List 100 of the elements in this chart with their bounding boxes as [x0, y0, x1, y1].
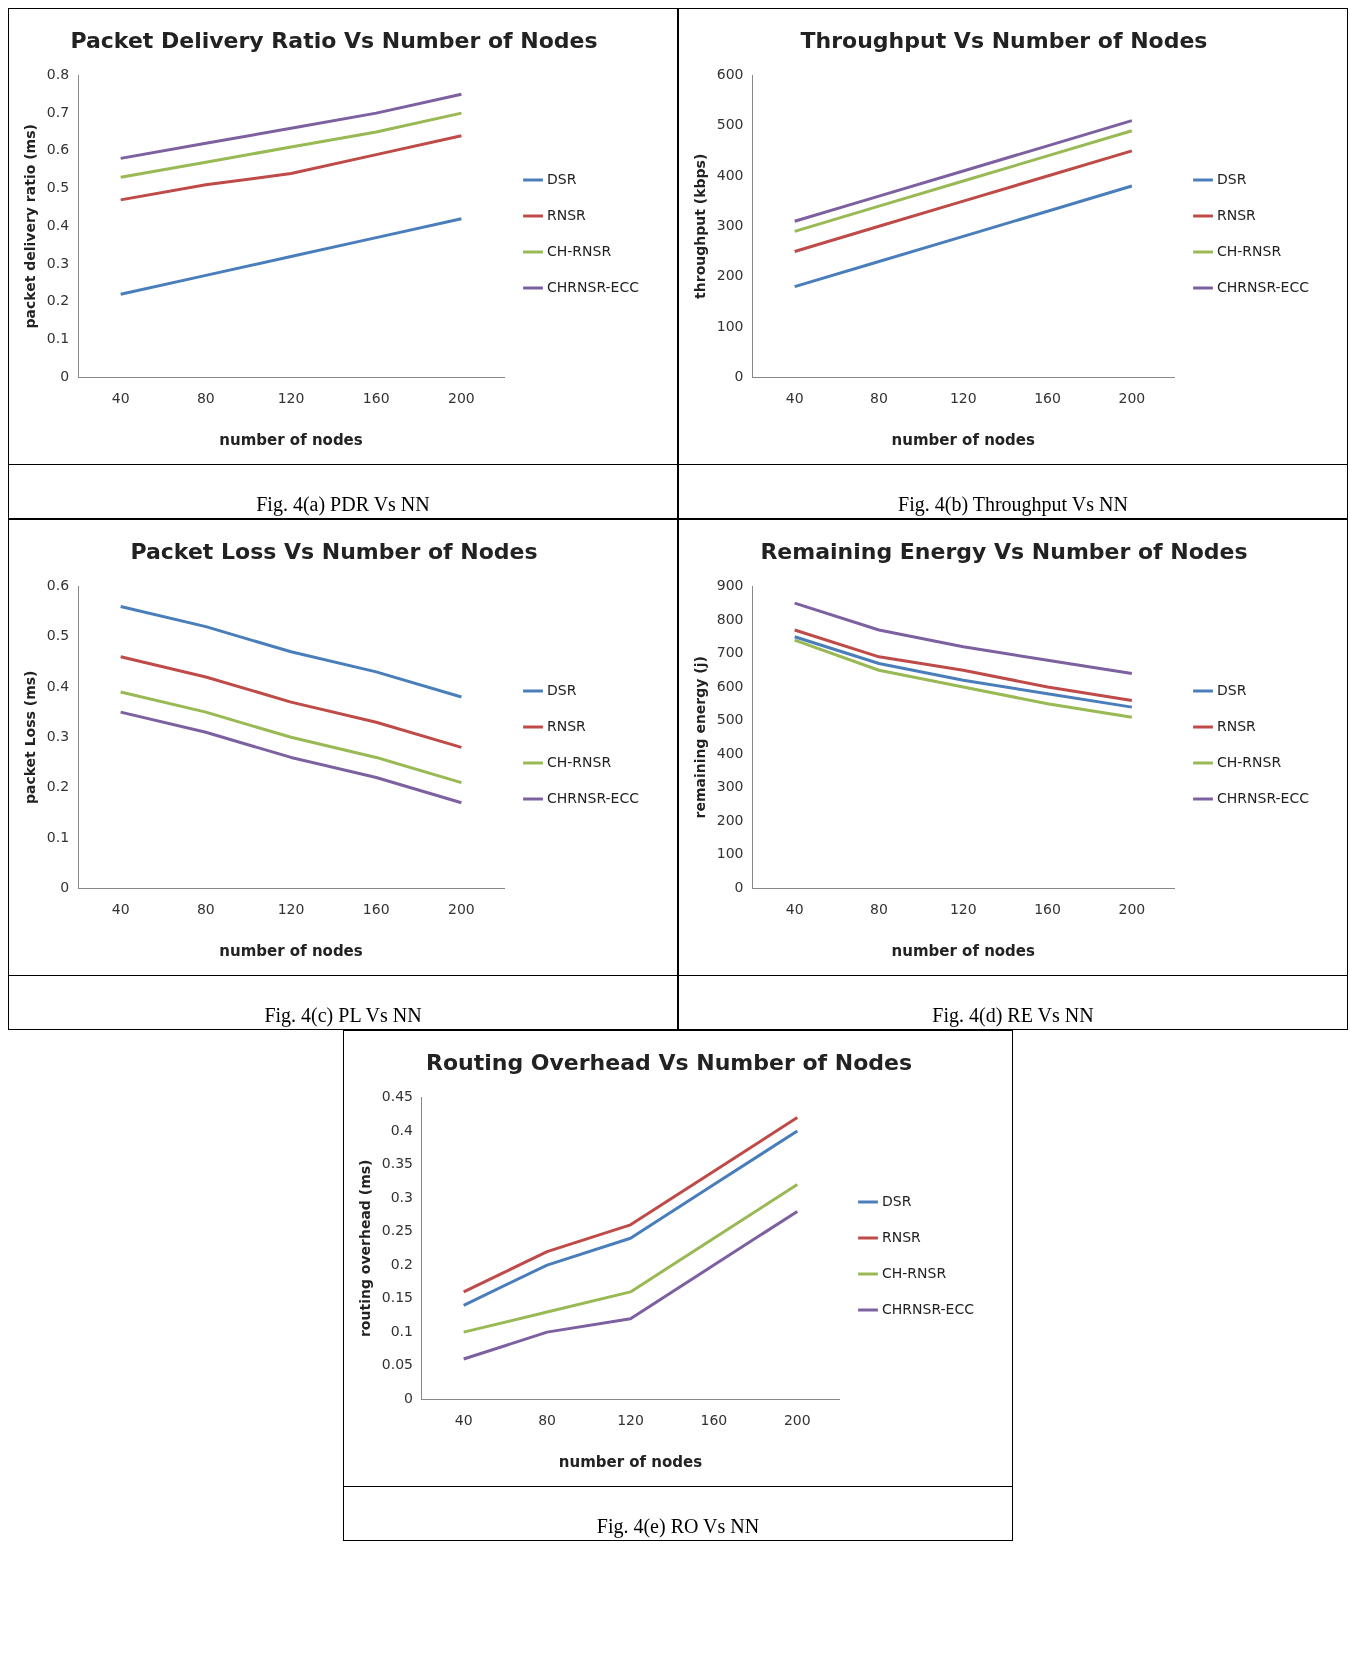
- x-tick-label: 120: [617, 1412, 644, 1429]
- y-tick-label: 0.4: [46, 677, 70, 694]
- y-tick-label: 0: [60, 878, 70, 895]
- x-axis-title: number of nodes: [219, 430, 363, 449]
- y-tick-label: 0.2: [46, 778, 70, 795]
- x-tick-label: 200: [1118, 901, 1146, 918]
- legend-label: CHRNSR-ECC: [547, 789, 640, 806]
- y-tick-label: 0.2: [46, 292, 70, 309]
- legend-label: CHRNSR-ECC: [882, 1300, 975, 1317]
- legend-label: RNSR: [547, 717, 587, 734]
- caption: Fig. 4(b) Throughput Vs NN: [678, 464, 1348, 519]
- chart-title: Throughput Vs Number of Nodes: [800, 27, 1208, 53]
- y-tick-label: 0.15: [381, 1289, 413, 1306]
- legend-label: RNSR: [1217, 206, 1257, 223]
- y-tick-label: 500: [716, 116, 744, 133]
- y-tick-label: 0: [734, 367, 744, 384]
- y-tick-label: 0.3: [46, 727, 70, 744]
- y-tick-label: 0: [60, 367, 70, 384]
- legend-label: CH-RNSR: [1217, 242, 1282, 259]
- y-tick-label: 100: [716, 845, 744, 862]
- y-tick-label: 200: [716, 811, 744, 828]
- y-axis-title: remaining energy (j): [692, 656, 709, 819]
- x-tick-label: 200: [448, 390, 475, 407]
- x-axis-title: number of nodes: [558, 1452, 703, 1471]
- x-tick-label: 40: [111, 901, 130, 918]
- y-tick-label: 0.4: [46, 216, 70, 233]
- y-tick-label: 900: [716, 577, 744, 594]
- x-tick-label: 40: [785, 390, 804, 407]
- x-tick-label: 120: [949, 390, 977, 407]
- y-tick-label: 0.8: [46, 66, 70, 83]
- y-tick-label: 0.35: [381, 1155, 413, 1172]
- y-tick-label: 0.5: [46, 627, 70, 644]
- y-tick-label: 600: [716, 66, 744, 83]
- x-axis-title: number of nodes: [219, 941, 363, 960]
- chart-title: Routing Overhead Vs Number of Nodes: [425, 1049, 913, 1075]
- y-axis-title: routing overhead (ms): [357, 1159, 374, 1338]
- legend-label: DSR: [547, 681, 577, 698]
- x-tick-label: 80: [870, 390, 888, 407]
- legend-label: RNSR: [882, 1228, 922, 1245]
- legend-label: RNSR: [547, 206, 587, 223]
- x-tick-label: 120: [277, 901, 305, 918]
- y-axis-title: packet delivery ratio (ms): [22, 124, 39, 329]
- caption: Fig. 4(e) RO Vs NN: [343, 1486, 1013, 1541]
- x-tick-label: 160: [362, 901, 390, 918]
- y-tick-label: 0.6: [46, 577, 70, 594]
- legend-label: RNSR: [1217, 717, 1257, 734]
- legend-label: DSR: [1217, 170, 1247, 187]
- x-tick-label: 40: [454, 1412, 473, 1429]
- chart-title: Packet Loss Vs Number of Nodes: [130, 538, 538, 564]
- legend-label: DSR: [882, 1192, 912, 1209]
- legend-label: CHRNSR-ECC: [1217, 278, 1310, 295]
- chart-title: Packet Delivery Ratio Vs Number of Nodes: [70, 27, 598, 53]
- legend-label: CH-RNSR: [547, 753, 612, 770]
- y-tick-label: 300: [716, 778, 744, 795]
- x-axis-title: number of nodes: [891, 430, 1036, 449]
- caption: Fig. 4(a) PDR Vs NN: [8, 464, 678, 519]
- chart-title: Remaining Energy Vs Number of Nodes: [760, 538, 1248, 564]
- y-tick-label: 700: [716, 644, 744, 661]
- legend-label: CH-RNSR: [1217, 753, 1282, 770]
- y-axis-title: throughput (kbps): [692, 153, 709, 299]
- x-tick-label: 160: [362, 390, 390, 407]
- x-tick-label: 80: [538, 1412, 556, 1429]
- y-tick-label: 0.3: [390, 1188, 413, 1205]
- y-tick-label: 0.5: [46, 179, 70, 196]
- y-tick-label: 600: [716, 677, 744, 694]
- legend-label: CHRNSR-ECC: [547, 278, 640, 295]
- x-tick-label: 200: [448, 901, 475, 918]
- legend-label: CH-RNSR: [882, 1264, 947, 1281]
- x-tick-label: 200: [1118, 390, 1146, 407]
- x-tick-label: 40: [785, 901, 804, 918]
- y-tick-label: 0.1: [46, 330, 70, 347]
- y-tick-label: 0.1: [390, 1322, 413, 1339]
- x-tick-label: 160: [1034, 390, 1061, 407]
- x-tick-label: 80: [196, 901, 215, 918]
- x-axis-title: number of nodes: [891, 941, 1036, 960]
- y-tick-label: 400: [716, 166, 744, 183]
- x-tick-label: 120: [949, 901, 977, 918]
- caption: Fig. 4(d) RE Vs NN: [678, 975, 1348, 1030]
- legend-label: CHRNSR-ECC: [1217, 789, 1310, 806]
- y-axis-title: packet Loss (ms): [22, 670, 39, 805]
- y-tick-label: 300: [716, 216, 744, 233]
- x-tick-label: 120: [277, 390, 305, 407]
- y-tick-label: 0: [734, 878, 744, 895]
- y-tick-label: 0.7: [46, 103, 70, 120]
- x-tick-label: 80: [196, 390, 215, 407]
- y-tick-label: 400: [716, 744, 744, 761]
- y-tick-label: 0.45: [381, 1088, 413, 1105]
- legend-label: DSR: [1217, 681, 1247, 698]
- x-tick-label: 160: [1034, 901, 1061, 918]
- y-tick-label: 0.1: [46, 828, 70, 845]
- y-tick-label: 0.05: [381, 1356, 413, 1373]
- y-tick-label: 0: [404, 1389, 413, 1406]
- y-tick-label: 0.4: [390, 1121, 414, 1138]
- x-tick-label: 80: [870, 901, 888, 918]
- y-tick-label: 0.3: [46, 254, 70, 271]
- x-tick-label: 40: [111, 390, 130, 407]
- x-tick-label: 160: [700, 1412, 728, 1429]
- y-tick-label: 0.2: [390, 1255, 413, 1272]
- y-tick-label: 0.25: [381, 1222, 413, 1239]
- caption: Fig. 4(c) PL Vs NN: [8, 975, 678, 1030]
